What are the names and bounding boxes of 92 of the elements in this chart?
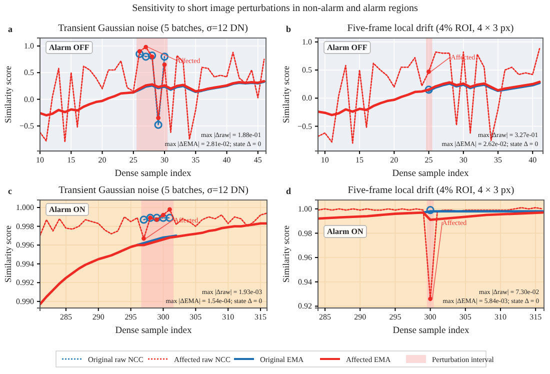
- y-axis-title: Similarity score: [281, 66, 291, 124]
- point: [159, 214, 168, 222]
- state-label: Alarm OFF: [46, 41, 93, 54]
- annotation: Alarm ON: [327, 227, 364, 236]
- y-tick-label: 0.94: [298, 277, 312, 286]
- x-tick-label: 310: [494, 312, 506, 322]
- x-tick-label: 300: [424, 312, 436, 322]
- x-tick-label: 315: [254, 312, 267, 322]
- x-tick-label: 295: [124, 312, 137, 322]
- y-tick-label: 0.98: [298, 228, 312, 238]
- x-tick-label: 30: [459, 156, 468, 165]
- state-label: Alarm ON: [324, 225, 367, 238]
- point: [156, 116, 160, 120]
- y-tick-label: −0.5: [297, 122, 312, 131]
- annotation: Alarm OFF: [327, 43, 368, 52]
- state-label: Alarm ON: [46, 203, 89, 216]
- x-tick-label: 295: [389, 312, 402, 322]
- annotation: Alarm ON: [49, 205, 86, 214]
- chart-title: Five-frame local drift (4% ROI, 4 × 3 px): [347, 23, 514, 34]
- y-tick-label: 0.0: [24, 94, 34, 104]
- point: [142, 52, 150, 61]
- x-axis-title: Dense sample index: [114, 169, 192, 179]
- y-tick-label: 0.0: [302, 94, 312, 103]
- x-tick-label: 285: [319, 312, 332, 322]
- y-tick-label: 0.992: [16, 278, 34, 288]
- text: Sensitivity to short image perturbations in non-alarm and alarm regions: [132, 3, 418, 14]
- y-tick-label: 0.5: [302, 66, 312, 75]
- x-tick-label: 20: [98, 156, 106, 165]
- x-tick-label: 290: [92, 312, 104, 322]
- point: [144, 44, 148, 50]
- point: [160, 52, 169, 61]
- x-tick-label: 25: [424, 156, 433, 165]
- x-tick-label: 25: [129, 156, 138, 165]
- x-tick-label: 35: [494, 156, 502, 165]
- y-tick-label: 0.998: [16, 222, 34, 231]
- y-tick-label: 0.5: [24, 68, 34, 78]
- y-tick-label: 1.0: [24, 42, 34, 51]
- point: [161, 212, 166, 218]
- y-tick-label: 0.990: [16, 296, 34, 306]
- point: [152, 214, 161, 222]
- chart-title: Transient Gaussian noise (5 batches, σ=12 DN): [58, 23, 248, 34]
- x-axis-title: Dense sample index: [115, 326, 192, 336]
- point: [142, 236, 146, 241]
- line-series: [40, 46, 265, 143]
- point: [154, 120, 162, 129]
- x-tick-label: 40: [222, 156, 231, 165]
- y-tick-label: 0.996: [16, 240, 34, 250]
- x-tick-label: 15: [67, 156, 76, 165]
- chart-title: Five-frame local drift (4% ROI, 4 × 3 px): [348, 185, 514, 196]
- y-tick-label: 0.994: [16, 259, 34, 268]
- x-tick-label: 10: [320, 156, 329, 165]
- y-tick-label: 0.92: [298, 302, 312, 311]
- y-tick-label: 1.000: [16, 203, 34, 212]
- x-axis-title: Dense sample index: [392, 326, 470, 336]
- y-tick-label: 1.0: [302, 37, 312, 46]
- x-tick-label: 15: [356, 156, 364, 165]
- y-axis-title: Similarity score: [3, 225, 13, 283]
- x-tick-label: 315: [530, 312, 542, 322]
- point: [162, 62, 167, 67]
- point: [140, 216, 148, 224]
- chart-title: Transient Gaussian noise (5 batches, σ=12 DN): [58, 185, 248, 196]
- text: a: [8, 24, 13, 34]
- x-tick-label: 30: [160, 156, 169, 165]
- line-series: [136, 234, 178, 246]
- x-tick-label: 10: [36, 156, 44, 165]
- x-tick-label: 40: [528, 156, 537, 165]
- x-tick-label: 290: [354, 312, 366, 322]
- text: c: [8, 186, 12, 196]
- x-tick-label: 300: [157, 312, 170, 322]
- y-axis-title: Similarity score: [3, 66, 13, 124]
- annotation: Alarm OFF: [49, 43, 90, 52]
- y-tick-label: 0.96: [298, 253, 312, 262]
- x-tick-label: 20: [390, 156, 398, 165]
- y-tick-label: 1.00: [298, 204, 312, 214]
- text: d: [286, 186, 292, 196]
- line-series: [318, 207, 544, 300]
- point: [137, 49, 142, 54]
- x-tick-label: 310: [222, 312, 234, 322]
- x-tick-label: 45: [254, 156, 262, 165]
- point: [136, 50, 144, 58]
- x-tick-label: 305: [459, 312, 472, 322]
- x-axis-title: Dense sample index: [392, 169, 469, 179]
- point: [166, 214, 174, 222]
- x-tick-label: 35: [192, 156, 200, 165]
- state-label: Alarm OFF: [324, 41, 371, 54]
- x-tick-label: 285: [60, 312, 72, 322]
- x-tick-label: 305: [190, 312, 202, 322]
- point: [148, 52, 156, 60]
- text: b: [286, 24, 292, 34]
- y-axis-title: Similarity score: [281, 225, 291, 283]
- y-tick-label: −0.5: [19, 122, 34, 131]
- point: [168, 207, 172, 212]
